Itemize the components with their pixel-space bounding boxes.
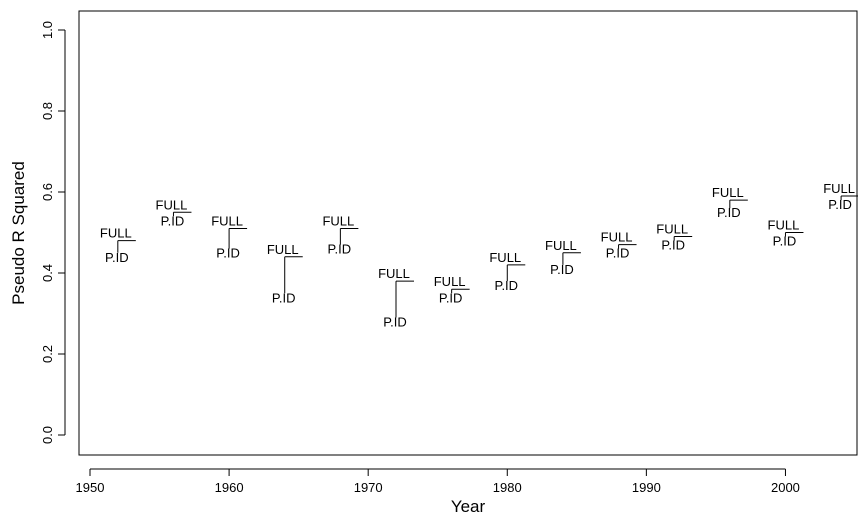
year-point-1960: FULL P.ID bbox=[211, 213, 248, 261]
x-tick-label: 1980 bbox=[493, 480, 522, 495]
pid-label: P.ID bbox=[328, 242, 352, 257]
y-tick-label: 0.0 bbox=[40, 426, 55, 444]
x-tick-label: 1990 bbox=[632, 480, 661, 495]
full-label: FULL bbox=[378, 266, 410, 281]
x-axis-title: Year bbox=[451, 497, 486, 516]
full-label: FULL bbox=[489, 250, 521, 265]
x-axis: 1950 1960 1970 1980 1990 2000 bbox=[76, 468, 800, 495]
x-tick-label: 1960 bbox=[215, 480, 244, 495]
full-label: FULL bbox=[768, 218, 800, 233]
pid-label: P.ID bbox=[216, 246, 240, 261]
year-point-1980: FULL P.ID bbox=[489, 250, 526, 293]
pid-label: P.ID bbox=[606, 246, 630, 261]
year-point-1964: FULL P.ID bbox=[267, 242, 303, 305]
pid-label: P.ID bbox=[105, 250, 129, 265]
y-axis-title: Pseudo R Squared bbox=[9, 161, 28, 305]
pid-label: P.ID bbox=[494, 278, 518, 293]
full-label: FULL bbox=[100, 226, 132, 241]
y-axis: 0.0 0.2 0.4 0.6 0.8 1.0 bbox=[40, 21, 66, 444]
full-label: FULL bbox=[712, 185, 744, 200]
pid-label: P.ID bbox=[773, 234, 797, 249]
year-point-1996: FULL P.ID bbox=[712, 185, 748, 220]
year-point-1952: FULL P.ID bbox=[100, 226, 136, 265]
full-label: FULL bbox=[434, 274, 466, 289]
pid-label: P.ID bbox=[661, 238, 685, 253]
full-label: FULL bbox=[211, 213, 243, 228]
full-label: FULL bbox=[601, 230, 633, 245]
year-point-1968: FULL P.ID bbox=[322, 213, 359, 257]
full-label: FULL bbox=[267, 242, 299, 257]
pid-label: P.ID bbox=[161, 213, 185, 228]
pid-label: P.ID bbox=[717, 205, 741, 220]
pid-label: P.ID bbox=[828, 197, 852, 212]
full-label: FULL bbox=[823, 181, 855, 196]
y-tick-label: 0.8 bbox=[40, 102, 55, 120]
pid-label: P.ID bbox=[550, 262, 574, 277]
pid-label: P.ID bbox=[383, 315, 407, 330]
y-tick-label: 0.2 bbox=[40, 345, 55, 363]
x-tick-label: 2000 bbox=[771, 480, 800, 495]
pid-label: P.ID bbox=[439, 290, 463, 305]
pid-label: P.ID bbox=[272, 290, 296, 305]
full-label: FULL bbox=[156, 197, 188, 212]
y-tick-label: 0.4 bbox=[40, 264, 55, 282]
x-tick-label: 1970 bbox=[354, 480, 383, 495]
full-label: FULL bbox=[322, 213, 354, 228]
x-tick-label: 1950 bbox=[76, 480, 105, 495]
full-label: FULL bbox=[545, 238, 577, 253]
y-tick-label: 0.6 bbox=[40, 183, 55, 201]
full-label: FULL bbox=[656, 222, 688, 237]
year-point-1972: FULL P.ID bbox=[378, 266, 414, 330]
plot-frame bbox=[78, 10, 858, 456]
y-tick-label: 1.0 bbox=[40, 21, 55, 39]
year-point-1984: FULL P.ID bbox=[545, 238, 581, 277]
